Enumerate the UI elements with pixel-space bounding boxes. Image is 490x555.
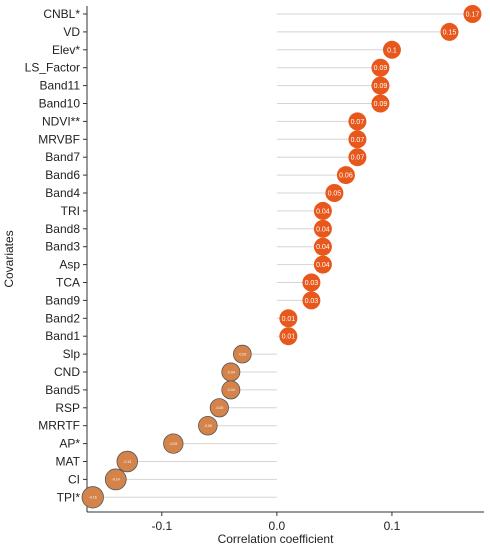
point-label-cnbl: 0.17 bbox=[466, 12, 480, 19]
point-band5 bbox=[221, 380, 241, 400]
point-label-band10: 0.09 bbox=[374, 101, 388, 108]
point-tca bbox=[302, 273, 321, 292]
point-ap bbox=[163, 433, 184, 454]
x-tick-label-0: -0.1 bbox=[151, 519, 172, 533]
point-label-band7: 0.07 bbox=[351, 155, 365, 162]
point-label-rsp: -0.05 bbox=[215, 406, 223, 410]
point-label-band3: 0.04 bbox=[316, 244, 330, 251]
y-tick-label-band1: Band1 bbox=[45, 329, 80, 343]
point-label-band4: 0.05 bbox=[328, 191, 342, 198]
point-vd bbox=[440, 22, 459, 41]
axes-layer bbox=[86, 6, 484, 513]
point-label-elev: 0.1 bbox=[387, 47, 397, 54]
point-label-band2: 0.01 bbox=[282, 316, 296, 323]
point-label-mrrtf: -0.06 bbox=[204, 424, 212, 428]
point-band8 bbox=[313, 219, 332, 238]
point-label-tpi: -0.16 bbox=[89, 496, 97, 500]
y-tick-label-band7: Band7 bbox=[45, 150, 80, 164]
point-label-tca: 0.03 bbox=[305, 280, 319, 287]
point-label-slp: -0.03 bbox=[238, 352, 246, 356]
y-tick-labels: CNBL* VD Elev* LS_Factor Band11 Band10 NDVI** M… bbox=[25, 7, 87, 504]
y-tick-label-vd: VD bbox=[63, 25, 80, 39]
y-tick-label-tpi: TPI* bbox=[57, 490, 81, 504]
point-label-band8: 0.04 bbox=[316, 226, 330, 233]
y-tick-label-ci: CI bbox=[68, 472, 80, 486]
point-band6 bbox=[336, 166, 355, 185]
y-tick-label-mrvbf: MRVBF bbox=[38, 132, 80, 146]
point-label-ap: -0.09 bbox=[169, 442, 177, 446]
y-tick-label-band9: Band9 bbox=[45, 293, 80, 307]
point-ci bbox=[104, 468, 127, 491]
point-label-ndvi: 0.07 bbox=[351, 119, 365, 126]
y-tick-label-band3: Band3 bbox=[45, 240, 80, 254]
point-label-mat: -0.13 bbox=[123, 460, 131, 464]
point-label-band1: 0.01 bbox=[282, 334, 296, 341]
y-tick-label-band5: Band5 bbox=[45, 383, 80, 397]
y-tick-label-ap: AP* bbox=[59, 437, 80, 451]
point-elev bbox=[382, 40, 401, 59]
point-label-vd: 0.15 bbox=[443, 29, 457, 36]
y-tick-label-mrrtf: MRRTF bbox=[38, 419, 80, 433]
point-ls-factor bbox=[371, 58, 390, 77]
point-label-cnd: -0.04 bbox=[227, 370, 235, 374]
point-band10 bbox=[371, 94, 390, 113]
points-layer: 0.17 0.15 0.1 0.09 0.09 0.09 0.07 0.07 0.07 0.06 0… bbox=[81, 5, 482, 509]
point-band1 bbox=[279, 327, 298, 346]
point-band2 bbox=[279, 309, 298, 328]
x-axis-title: Correlation coefficient bbox=[218, 532, 335, 546]
point-label-tri: 0.04 bbox=[316, 208, 330, 215]
y-tick-label-band8: Band8 bbox=[45, 222, 80, 236]
x-tick-label-1: 0.0 bbox=[269, 519, 286, 533]
y-tick-label-ndvi: NDVI** bbox=[42, 114, 80, 128]
point-band9 bbox=[302, 291, 321, 310]
y-tick-label-band2: Band2 bbox=[45, 311, 80, 325]
point-band7 bbox=[348, 148, 367, 167]
y-tick-label-ls-factor: LS_Factor bbox=[25, 61, 80, 75]
point-label-ls-factor: 0.09 bbox=[374, 65, 388, 72]
point-band3 bbox=[313, 237, 332, 256]
point-tpi bbox=[81, 486, 104, 509]
y-tick-label-elev: Elev* bbox=[52, 43, 80, 57]
point-asp bbox=[313, 255, 332, 274]
y-tick-label-band4: Band4 bbox=[45, 186, 80, 200]
point-label-band9: 0.03 bbox=[305, 298, 319, 305]
y-axis-title: Covariates bbox=[2, 230, 16, 287]
point-rsp bbox=[209, 398, 229, 418]
x-tick-labels: -0.1 0.0 0.1 bbox=[151, 512, 401, 533]
point-mat bbox=[116, 450, 138, 473]
point-label-band5: -0.04 bbox=[227, 388, 235, 392]
y-tick-label-tca: TCA bbox=[56, 276, 80, 290]
y-tick-label-band11: Band11 bbox=[40, 79, 81, 93]
y-tick-label-cnd: CND bbox=[54, 365, 80, 379]
y-tick-label-slp: Slp bbox=[63, 347, 81, 361]
y-tick-label-asp: Asp bbox=[59, 258, 80, 272]
point-band4 bbox=[325, 184, 344, 202]
stems-layer bbox=[92, 13, 473, 498]
point-label-mrvbf: 0.07 bbox=[351, 137, 365, 144]
point-mrrtf bbox=[198, 415, 218, 436]
point-label-band11: 0.09 bbox=[374, 83, 388, 90]
point-band11 bbox=[371, 76, 390, 95]
y-tick-label-mat: MAT bbox=[56, 455, 81, 469]
point-slp bbox=[233, 344, 252, 364]
point-mrvbf bbox=[348, 130, 367, 149]
x-tick-label-2: 0.1 bbox=[384, 519, 401, 533]
point-label-band6: 0.06 bbox=[339, 173, 353, 180]
y-tick-label-band6: Band6 bbox=[45, 168, 80, 182]
point-label-asp: 0.04 bbox=[316, 262, 330, 269]
point-tri bbox=[313, 201, 332, 220]
point-cnbl bbox=[463, 5, 482, 23]
y-tick-label-band10: Band10 bbox=[39, 97, 81, 111]
point-ndvi bbox=[348, 112, 367, 131]
y-tick-label-tri: TRI bbox=[61, 204, 80, 218]
point-label-ci: -0.14 bbox=[112, 478, 120, 482]
y-tick-label-rsp: RSP bbox=[55, 401, 80, 415]
y-tick-label-cnbl: CNBL* bbox=[43, 7, 80, 21]
